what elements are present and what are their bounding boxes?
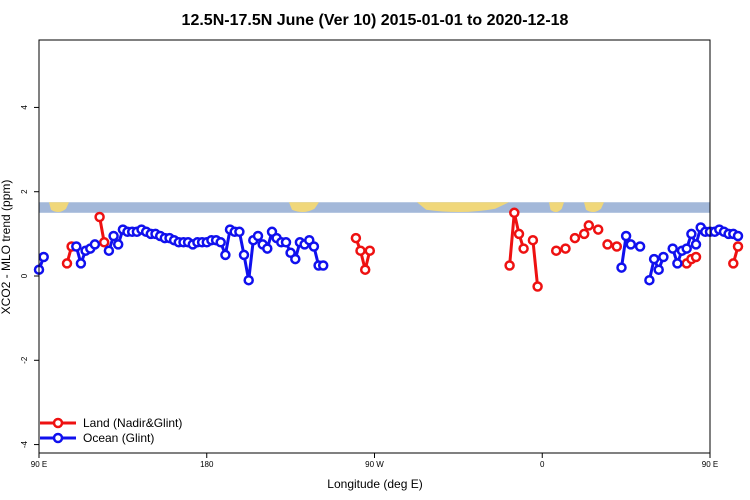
data-point	[61, 258, 73, 269]
ocean-band	[39, 202, 710, 213]
data-point	[728, 258, 739, 269]
data-point	[220, 249, 231, 261]
data-point	[308, 241, 320, 252]
data-point	[658, 251, 669, 263]
legend-label-ocean: Ocean (Glint)	[83, 431, 154, 445]
data-point	[653, 264, 664, 275]
data-point	[634, 241, 646, 252]
data-point	[504, 260, 515, 271]
data-point	[75, 258, 87, 269]
data-point	[94, 211, 105, 223]
data-point	[262, 243, 273, 254]
data-point	[569, 232, 581, 244]
data-point	[560, 243, 571, 254]
series-ocean	[33, 222, 744, 286]
data-point	[350, 232, 362, 244]
data-point	[672, 258, 683, 269]
data-point	[290, 253, 301, 265]
data-point	[518, 243, 529, 254]
data-point	[583, 220, 595, 231]
x-tick-label: 180	[200, 460, 214, 469]
data-point	[602, 239, 613, 250]
series-line	[354, 237, 372, 271]
data-point	[103, 245, 115, 256]
land-blob	[417, 202, 509, 213]
legend: Land (Nadir&Glint) Ocean (Glint)	[40, 416, 182, 445]
land-blob	[289, 202, 319, 213]
y-tick-label: -4	[20, 440, 29, 448]
data-point	[690, 251, 702, 263]
data-point	[644, 274, 655, 286]
x-tick-label: 0	[540, 460, 545, 469]
data-point	[667, 243, 678, 254]
data-point	[686, 228, 697, 240]
series-line	[647, 254, 665, 281]
land-mask-band	[39, 202, 710, 213]
data-point	[243, 274, 254, 286]
chart-title: 12.5N-17.5N June (Ver 10) 2015-01-01 to …	[182, 12, 569, 29]
plot-frame	[38, 39, 711, 454]
series-layer	[33, 207, 744, 292]
data-point	[38, 251, 49, 263]
data-point	[550, 245, 562, 256]
data-point	[578, 228, 590, 240]
x-axis-label: Longitude (deg E)	[327, 477, 422, 491]
y-axis-label: XCO2 - MLO trend (ppm)	[0, 180, 13, 315]
series-line	[531, 240, 540, 287]
data-point	[317, 260, 329, 271]
axis-ticks: 90 E 180 90 W 0 90 E -4 -2 0 2 4	[20, 105, 718, 469]
land-blob	[584, 202, 604, 213]
data-point	[98, 237, 110, 248]
y-tick-label: 0	[20, 273, 29, 278]
data-point	[280, 237, 292, 248]
data-point	[355, 245, 366, 256]
legend-label-land: Land (Nadir&Glint)	[83, 416, 182, 430]
data-point	[364, 245, 376, 256]
data-point	[611, 241, 623, 252]
data-point	[108, 230, 119, 242]
x-tick-label: 90 W	[365, 460, 384, 469]
data-point	[89, 239, 101, 250]
data-point	[359, 264, 371, 275]
y-tick-label: 4	[20, 105, 29, 110]
data-point	[513, 228, 525, 240]
series-line	[508, 212, 526, 266]
y-tick-label: -2	[20, 356, 29, 364]
data-point	[71, 241, 82, 252]
data-point	[732, 241, 744, 252]
y-tick-label: 2	[20, 189, 29, 194]
x-tick-label: 90 E	[31, 460, 47, 469]
data-point	[234, 226, 245, 238]
data-point	[252, 230, 264, 242]
data-point	[215, 237, 226, 248]
land-blob	[49, 202, 69, 213]
series-land	[61, 207, 744, 292]
data-point	[532, 281, 543, 292]
data-point	[620, 230, 632, 242]
data-point	[592, 224, 604, 235]
data-point	[238, 249, 250, 261]
data-point	[112, 239, 124, 250]
data-point	[648, 253, 660, 265]
data-point	[616, 262, 627, 273]
x-tick-label: 90 E	[702, 460, 718, 469]
data-point	[509, 207, 520, 219]
data-point	[527, 234, 539, 246]
data-point	[690, 239, 702, 250]
land-blob	[549, 202, 564, 213]
data-point	[732, 230, 744, 242]
data-point	[625, 239, 637, 250]
legend-marker-land	[52, 417, 64, 429]
data-point	[681, 243, 692, 254]
legend-marker-ocean	[52, 432, 64, 444]
